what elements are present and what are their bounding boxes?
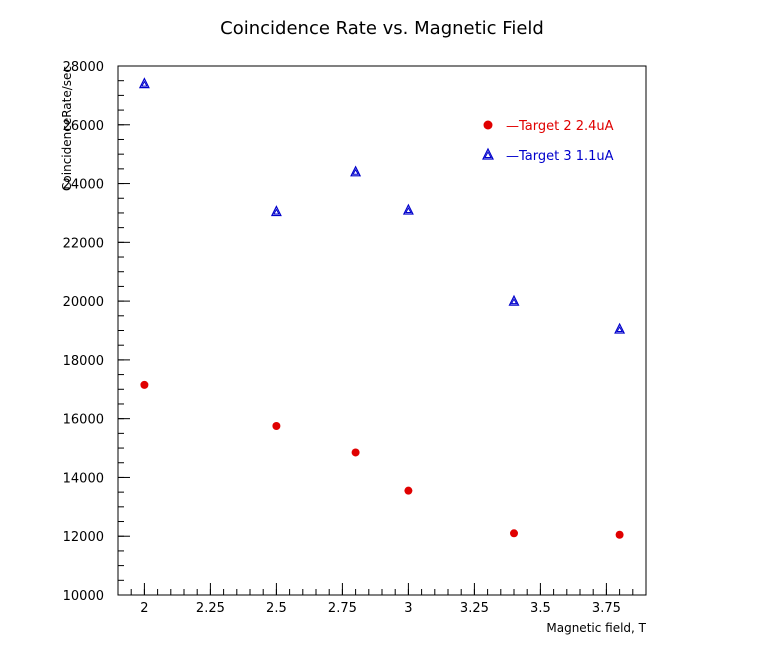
triangle-inner xyxy=(405,206,412,214)
triangle-outer xyxy=(508,294,520,306)
data-point-circle xyxy=(351,448,360,457)
x-tick-label: 3.5 xyxy=(530,601,551,616)
y-tick-label: 10000 xyxy=(63,589,104,604)
y-tick-label: 28000 xyxy=(63,60,104,75)
data-point-circle xyxy=(510,529,518,538)
y-axis-label: CoincidenceRate/sec xyxy=(60,66,74,191)
x-tick-label: 3.75 xyxy=(592,601,621,616)
y-tick-label: 20000 xyxy=(63,295,104,310)
legend-marker-triangle-inner xyxy=(484,150,492,158)
triangle-outer xyxy=(270,205,282,217)
data-point-circle xyxy=(140,380,149,389)
x-tick-label: 2.5 xyxy=(266,601,287,616)
chart-title: Coincidence Rate vs. Magnetic Field xyxy=(220,18,544,39)
data-point-triangle xyxy=(350,165,362,177)
plot-frame xyxy=(117,65,647,596)
x-tick-label: 3.25 xyxy=(460,601,489,616)
triangle-outer xyxy=(138,77,150,89)
y-tick-label: 26000 xyxy=(63,119,104,134)
legend-item-target-2: —Target 2 2.4uA xyxy=(483,119,614,134)
legend-label-target-3: —Target 3 1.1uA xyxy=(506,149,614,164)
y-tick-label: 18000 xyxy=(63,354,104,369)
triangle-outer xyxy=(402,203,414,215)
legend-marker-triangle xyxy=(482,147,494,160)
data-point-triangle xyxy=(138,77,150,89)
x-tick-label: 2.75 xyxy=(328,601,357,616)
triangle-inner xyxy=(141,80,148,87)
data-point-triangle xyxy=(614,322,626,334)
data-point-circle xyxy=(615,530,624,539)
data-point-triangle xyxy=(402,203,414,215)
x-tick-label: 3 xyxy=(404,601,412,616)
y-tick-label: 22000 xyxy=(63,236,104,251)
x-tick-label: 2 xyxy=(140,601,148,616)
triangle-outer xyxy=(350,165,362,177)
triangle-inner xyxy=(616,326,623,333)
y-axis-tick-labels: 10000 12000 14000 16000 18000 20000 22000 24000… xyxy=(63,60,104,604)
y-tick-label: 24000 xyxy=(63,178,104,193)
y-tick-label: 14000 xyxy=(63,471,104,486)
x-axis-ticks xyxy=(117,583,647,595)
x-axis-tick-labels: 2 2.25 2.5 2.75 3 3.25 3.5 3.75 xyxy=(140,601,621,616)
y-tick-label: 12000 xyxy=(63,530,104,545)
y-tick-label: 16000 xyxy=(63,413,104,428)
legend-label-target-2: —Target 2 2.4uA xyxy=(506,119,614,134)
legend-item-target-3: —Target 3 1.1uA xyxy=(482,147,614,164)
x-tick-label: 2.25 xyxy=(196,601,225,616)
y-axis-ticks xyxy=(118,65,130,596)
data-point-triangle xyxy=(270,205,282,217)
triangle-inner xyxy=(510,298,518,305)
triangle-inner xyxy=(352,168,359,175)
data-series xyxy=(138,77,626,539)
data-point-circle xyxy=(404,486,413,495)
legend-marker-circle xyxy=(483,120,493,130)
triangle-outer xyxy=(614,322,626,334)
triangle-inner xyxy=(273,208,280,215)
series-1 xyxy=(140,380,624,539)
x-axis-label: Magnetic field, T xyxy=(546,621,646,635)
data-point-triangle xyxy=(508,294,520,306)
series-2 xyxy=(138,77,626,334)
legend: —Target 2 2.4uA —Target 3 1.1uA xyxy=(482,119,614,164)
data-point-circle xyxy=(272,422,281,431)
